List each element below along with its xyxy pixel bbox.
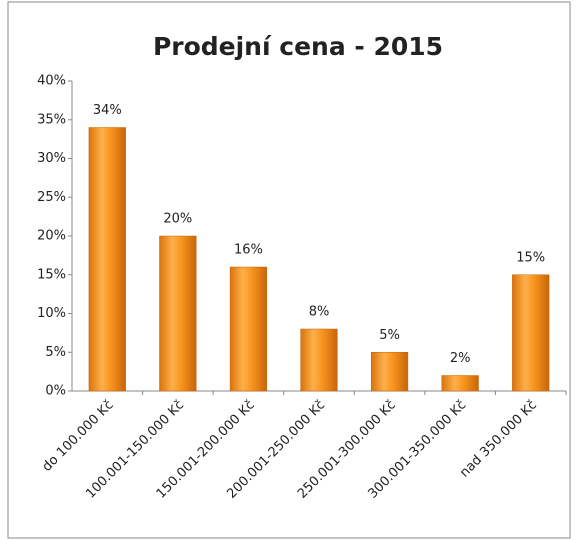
y-tick-label: 30% — [37, 151, 66, 166]
bar — [88, 127, 126, 392]
bar — [229, 266, 268, 392]
bar — [512, 274, 550, 392]
data-label: 34% — [93, 103, 122, 118]
data-label: 15% — [516, 250, 545, 265]
y-tick-label: 5% — [45, 345, 66, 360]
data-label: 2% — [450, 351, 471, 366]
data-label: 8% — [309, 305, 330, 320]
data-label: 5% — [379, 328, 400, 343]
y-tick-label: 25% — [37, 190, 66, 205]
data-label: 20% — [163, 212, 192, 227]
y-tick-label: 20% — [37, 229, 66, 244]
bar — [441, 375, 479, 392]
bar — [159, 235, 197, 392]
y-tick-label: 35% — [37, 112, 66, 127]
bar — [370, 352, 409, 392]
chart-title: Prodejní cena - 2015 — [153, 32, 443, 61]
data-label: 16% — [234, 243, 263, 258]
y-tick-label: 0% — [45, 384, 66, 399]
y-tick-label: 40% — [37, 74, 66, 89]
y-tick-label: 10% — [37, 306, 66, 321]
y-tick-label: 15% — [37, 267, 66, 282]
bar — [300, 328, 338, 392]
